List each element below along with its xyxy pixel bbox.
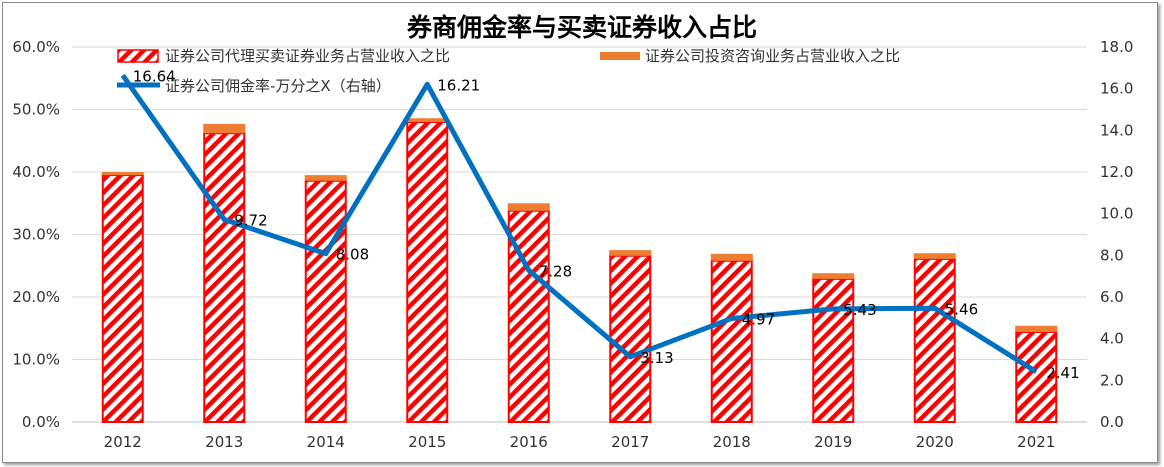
- bar-brokerage-share: [203, 132, 246, 423]
- data-label: 2.41: [1046, 364, 1079, 382]
- x-tick-label: 2014: [307, 433, 345, 451]
- legend-swatch-brokerage: [117, 49, 159, 63]
- x-tick-label: 2012: [104, 433, 142, 451]
- y-left-tick-label: 10.0%: [12, 351, 60, 369]
- legend-label-commission: 证券公司佣金率-万分之X（右轴）: [165, 77, 391, 95]
- bar-brokerage-share: [812, 277, 855, 423]
- x-tick-label: 2017: [611, 433, 649, 451]
- x-tick-label: 2019: [814, 433, 852, 451]
- bar-brokerage-share: [609, 254, 652, 423]
- bar-advisory-share: [507, 203, 550, 211]
- bar-advisory-share: [1015, 325, 1058, 332]
- y-right-tick-label: 10.0: [1100, 205, 1133, 223]
- y-right-tick-label: 4.0: [1100, 330, 1124, 348]
- y-right-tick-label: 12.0: [1100, 163, 1133, 181]
- y-right-tick-label: 6.0: [1100, 288, 1124, 306]
- data-label: 3.13: [640, 349, 673, 367]
- bar-advisory-share: [913, 253, 956, 259]
- data-label: 16.64: [133, 67, 176, 85]
- y-right-tick-label: 16.0: [1100, 80, 1133, 98]
- bar-advisory-share: [609, 250, 652, 256]
- y-right-tick-label: 18.0: [1100, 38, 1133, 56]
- y-left-tick-label: 30.0%: [12, 226, 60, 244]
- y-left-tick-label: 60.0%: [12, 38, 60, 56]
- y-left-tick-label: 0.0%: [22, 413, 60, 431]
- data-label: 9.72: [234, 212, 267, 230]
- chart-title: 券商佣金率与买卖证券收入占比: [406, 13, 757, 42]
- data-label: 16.21: [437, 76, 480, 94]
- bar-advisory-share: [101, 172, 144, 176]
- data-label: 4.97: [742, 310, 775, 328]
- y-right-tick-label: 0.0: [1100, 413, 1124, 431]
- y-left-tick-label: 20.0%: [12, 288, 60, 306]
- y-left-tick-label: 50.0%: [12, 101, 60, 119]
- bar-brokerage-share: [406, 121, 449, 423]
- bar-brokerage-share: [1015, 331, 1058, 423]
- x-tick-label: 2020: [916, 433, 954, 451]
- bar-brokerage-share: [304, 179, 347, 423]
- y-right-tick-label: 8.0: [1100, 246, 1124, 264]
- bar-brokerage-share: [710, 259, 753, 423]
- bar-brokerage-share: [913, 257, 956, 423]
- data-label: 5.43: [843, 301, 876, 319]
- bar-advisory-share: [812, 273, 855, 279]
- y-right-tick-label: 14.0: [1100, 121, 1133, 139]
- bar-advisory-share: [710, 253, 753, 261]
- line-commission-rate: [120, 73, 1038, 374]
- bar-advisory-share: [203, 123, 246, 134]
- legend-label-advisory: 证券公司投资咨询业务占营业收入之比: [645, 47, 900, 65]
- y-right-tick-label: 2.0: [1100, 371, 1124, 389]
- x-tick-label: 2021: [1017, 433, 1055, 451]
- x-tick-label: 2015: [408, 433, 446, 451]
- data-label: 7.28: [539, 262, 572, 280]
- data-label: 8.08: [336, 246, 369, 264]
- data-label: 5.46: [945, 300, 978, 318]
- y-left-tick-label: 40.0%: [12, 163, 60, 181]
- bar-advisory-share: [304, 175, 347, 181]
- legend-label-brokerage: 证券公司代理买卖证券业务占营业收入之比: [165, 47, 450, 65]
- x-tick-label: 2016: [510, 433, 548, 451]
- x-tick-label: 2013: [205, 433, 243, 451]
- x-tick-label: 2018: [713, 433, 751, 451]
- bar-advisory-share: [406, 118, 449, 122]
- bar-brokerage-share: [101, 174, 144, 423]
- legend-swatch-advisory: [600, 52, 640, 60]
